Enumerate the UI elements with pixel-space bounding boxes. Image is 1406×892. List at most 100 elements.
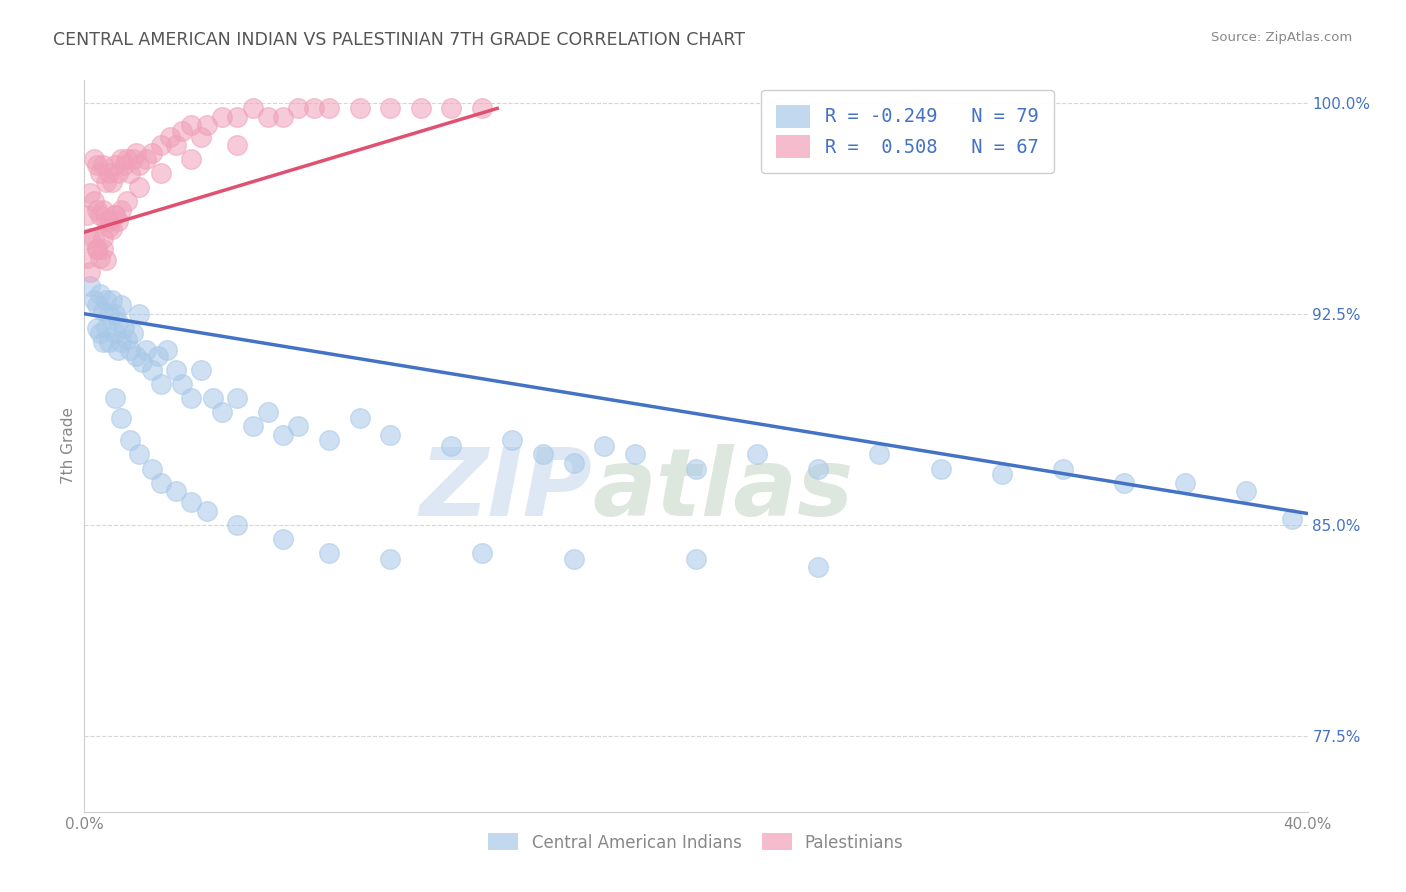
Point [318, 546, 340, 560]
Point [131, 354, 153, 368]
Point [180, 391, 202, 405]
Point [747, 447, 769, 461]
Point [125, 146, 148, 161]
Point [141, 363, 163, 377]
Text: CENTRAL AMERICAN INDIAN VS PALESTINIAN 7TH GRADE CORRELATION CHART: CENTRAL AMERICAN INDIAN VS PALESTINIAN 7… [53, 31, 745, 49]
Y-axis label: 7th Grade: 7th Grade [60, 408, 76, 484]
Point [104, 307, 127, 321]
Legend: Central American Indians, Palestinians: Central American Indians, Palestinians [482, 827, 910, 858]
Point [271, 532, 294, 546]
Point [104, 391, 127, 405]
Point [190, 129, 212, 144]
Point [271, 427, 294, 442]
Point [440, 102, 463, 116]
Point [302, 102, 325, 116]
Point [91, 231, 114, 245]
Point [86, 202, 108, 217]
Point [86, 242, 108, 256]
Point [128, 180, 150, 194]
Point [141, 461, 163, 475]
Point [120, 434, 142, 448]
Point [120, 166, 142, 180]
Point [79, 264, 101, 278]
Point [242, 102, 264, 116]
Point [110, 152, 132, 166]
Point [226, 517, 249, 532]
Point [807, 461, 830, 475]
Point [318, 102, 340, 116]
Point [1114, 475, 1136, 490]
Point [79, 231, 101, 245]
Point [624, 447, 647, 461]
Point [135, 152, 157, 166]
Point [122, 152, 145, 166]
Point [287, 102, 309, 116]
Point [211, 110, 233, 124]
Point [165, 138, 187, 153]
Point [83, 231, 105, 245]
Point [94, 321, 117, 335]
Point [101, 222, 124, 236]
Point [112, 321, 135, 335]
Point [89, 208, 111, 222]
Point [149, 138, 172, 153]
Point [471, 546, 494, 560]
Point [112, 158, 135, 172]
Point [409, 102, 432, 116]
Point [349, 410, 371, 425]
Point [104, 326, 127, 341]
Point [97, 214, 120, 228]
Point [195, 504, 218, 518]
Point [128, 158, 150, 172]
Point [101, 293, 124, 307]
Point [94, 253, 117, 268]
Point [107, 343, 129, 358]
Point [107, 315, 129, 329]
Point [380, 551, 402, 566]
Point [1174, 475, 1197, 490]
Point [685, 461, 707, 475]
Point [101, 175, 124, 189]
Point [128, 447, 150, 461]
Point [380, 427, 402, 442]
Point [440, 439, 463, 453]
Point [471, 102, 494, 116]
Point [242, 419, 264, 434]
Point [172, 377, 194, 392]
Point [869, 447, 891, 461]
Point [110, 334, 132, 349]
Point [149, 475, 172, 490]
Point [86, 158, 108, 172]
Point [1236, 483, 1258, 498]
Point [226, 110, 249, 124]
Point [83, 293, 105, 307]
Point [257, 405, 280, 419]
Point [83, 194, 105, 209]
Point [79, 186, 101, 200]
Text: ZIP: ZIP [419, 444, 592, 536]
Point [180, 118, 202, 132]
Point [125, 349, 148, 363]
Point [89, 251, 111, 265]
Point [86, 242, 108, 256]
Point [226, 138, 249, 153]
Point [110, 298, 132, 312]
Point [226, 391, 249, 405]
Point [165, 483, 187, 498]
Point [91, 202, 114, 217]
Point [110, 410, 132, 425]
Point [97, 219, 120, 234]
Point [104, 158, 127, 172]
Point [89, 166, 111, 180]
Point [180, 152, 202, 166]
Point [107, 166, 129, 180]
Point [94, 175, 117, 189]
Point [562, 551, 585, 566]
Point [97, 334, 120, 349]
Point [190, 363, 212, 377]
Point [146, 349, 169, 363]
Point [76, 208, 98, 222]
Point [287, 419, 309, 434]
Point [1052, 461, 1074, 475]
Point [107, 214, 129, 228]
